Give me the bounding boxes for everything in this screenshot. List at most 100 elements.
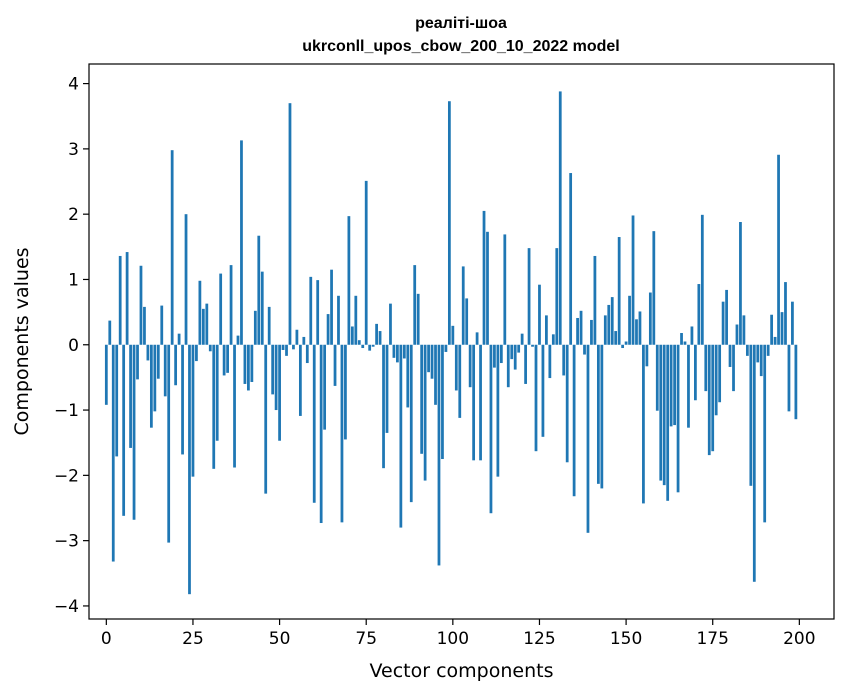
bar-53 (288, 103, 292, 345)
bar-96 (437, 344, 441, 566)
bar-156 (645, 344, 649, 367)
bar-108 (479, 344, 482, 461)
bar-103 (461, 266, 465, 345)
bar-22 (181, 344, 184, 455)
bar-98 (444, 344, 448, 352)
bar-45 (260, 271, 264, 345)
bar-3 (115, 344, 119, 457)
bar-131 (558, 91, 562, 345)
bar-13 (149, 344, 153, 428)
bar-110 (486, 231, 489, 345)
bar-20 (174, 344, 178, 386)
bar-61 (316, 280, 320, 345)
bar-48 (271, 344, 275, 395)
bar-196 (784, 282, 787, 345)
bar-86 (402, 344, 406, 359)
bar-85 (399, 344, 403, 528)
bar-166 (680, 333, 683, 345)
x-tick-label: 125 (523, 629, 555, 649)
bar-56 (298, 344, 302, 416)
plot-frame (88, 63, 835, 620)
bar-99 (447, 101, 451, 345)
y-tick-label: 2 (68, 205, 79, 225)
bar-24 (188, 344, 191, 595)
bar-121 (524, 344, 527, 384)
bar-107 (475, 332, 479, 345)
bar-67 (337, 295, 340, 345)
bar-65 (330, 269, 333, 345)
bar-171 (697, 284, 701, 345)
bar-52 (285, 344, 288, 356)
bar-77 (371, 344, 375, 347)
bar-115 (503, 234, 507, 345)
bar-189 (759, 344, 763, 377)
bar-133 (565, 344, 569, 463)
bar-138 (583, 344, 586, 355)
bar-6 (125, 252, 129, 345)
bar-124 (534, 344, 538, 452)
y-tick-label: −4 (54, 597, 79, 617)
bar-51 (281, 344, 285, 350)
y-axis-label: Components values (11, 247, 33, 435)
bar-42 (250, 344, 254, 382)
bar-148 (617, 237, 621, 345)
bar-50 (278, 344, 281, 441)
bar-64 (326, 314, 330, 345)
bar-155 (642, 344, 645, 504)
bar-26 (195, 344, 198, 362)
bar-112 (493, 344, 496, 368)
bar-158 (652, 231, 656, 345)
bar-19 (170, 150, 174, 345)
bar-104 (465, 298, 469, 345)
bar-91 (420, 344, 424, 454)
x-tick-label: 75 (355, 629, 377, 649)
bar-4 (118, 255, 122, 345)
bar-102 (458, 344, 462, 418)
bar-181 (732, 344, 735, 392)
y-tick-label: −2 (54, 466, 79, 486)
bar-180 (728, 344, 732, 367)
bar-27 (198, 280, 202, 345)
y-tick-label: −3 (54, 532, 79, 552)
bar-84 (396, 344, 399, 363)
ticks-group: 0 25 50 75 100 125 150 175 200 −4 −3 −2 −1 0 1 2 3 4 (54, 75, 816, 649)
bar-46 (264, 344, 268, 494)
bar-170 (694, 344, 697, 401)
bar-149 (621, 344, 625, 349)
bar-35 (226, 344, 229, 373)
bar-194 (777, 154, 780, 345)
bar-47 (267, 306, 271, 345)
bar-106 (472, 344, 476, 461)
bar-186 (749, 344, 753, 486)
bar-16 (160, 305, 164, 345)
bar-33 (219, 273, 223, 345)
bars-group (104, 91, 798, 595)
bar-2 (111, 344, 115, 562)
bar-163 (669, 344, 673, 427)
bar-100 (451, 325, 455, 345)
x-tick-label: 100 (437, 629, 469, 649)
bar-94 (430, 344, 434, 379)
bar-76 (368, 344, 372, 351)
bar-93 (427, 344, 430, 373)
bar-109 (482, 210, 486, 345)
bar-182 (735, 324, 739, 345)
bar-142 (596, 344, 600, 484)
bar-147 (614, 331, 618, 345)
bar-55 (295, 329, 299, 345)
bar-23 (184, 214, 188, 345)
bar-119 (517, 344, 521, 353)
x-axis-label: Vector components (370, 660, 554, 682)
bar-21 (177, 333, 181, 345)
bar-151 (628, 295, 631, 345)
x-tick-label: 25 (182, 629, 204, 649)
bar-113 (496, 344, 500, 477)
bar-34 (222, 344, 226, 376)
bar-8 (132, 344, 136, 520)
bar-57 (302, 336, 306, 345)
bar-14 (153, 344, 157, 412)
chart-title: реаліті-шоа (415, 15, 507, 32)
bar-30 (208, 344, 212, 352)
bar-197 (787, 344, 791, 412)
bar-62 (319, 344, 323, 524)
